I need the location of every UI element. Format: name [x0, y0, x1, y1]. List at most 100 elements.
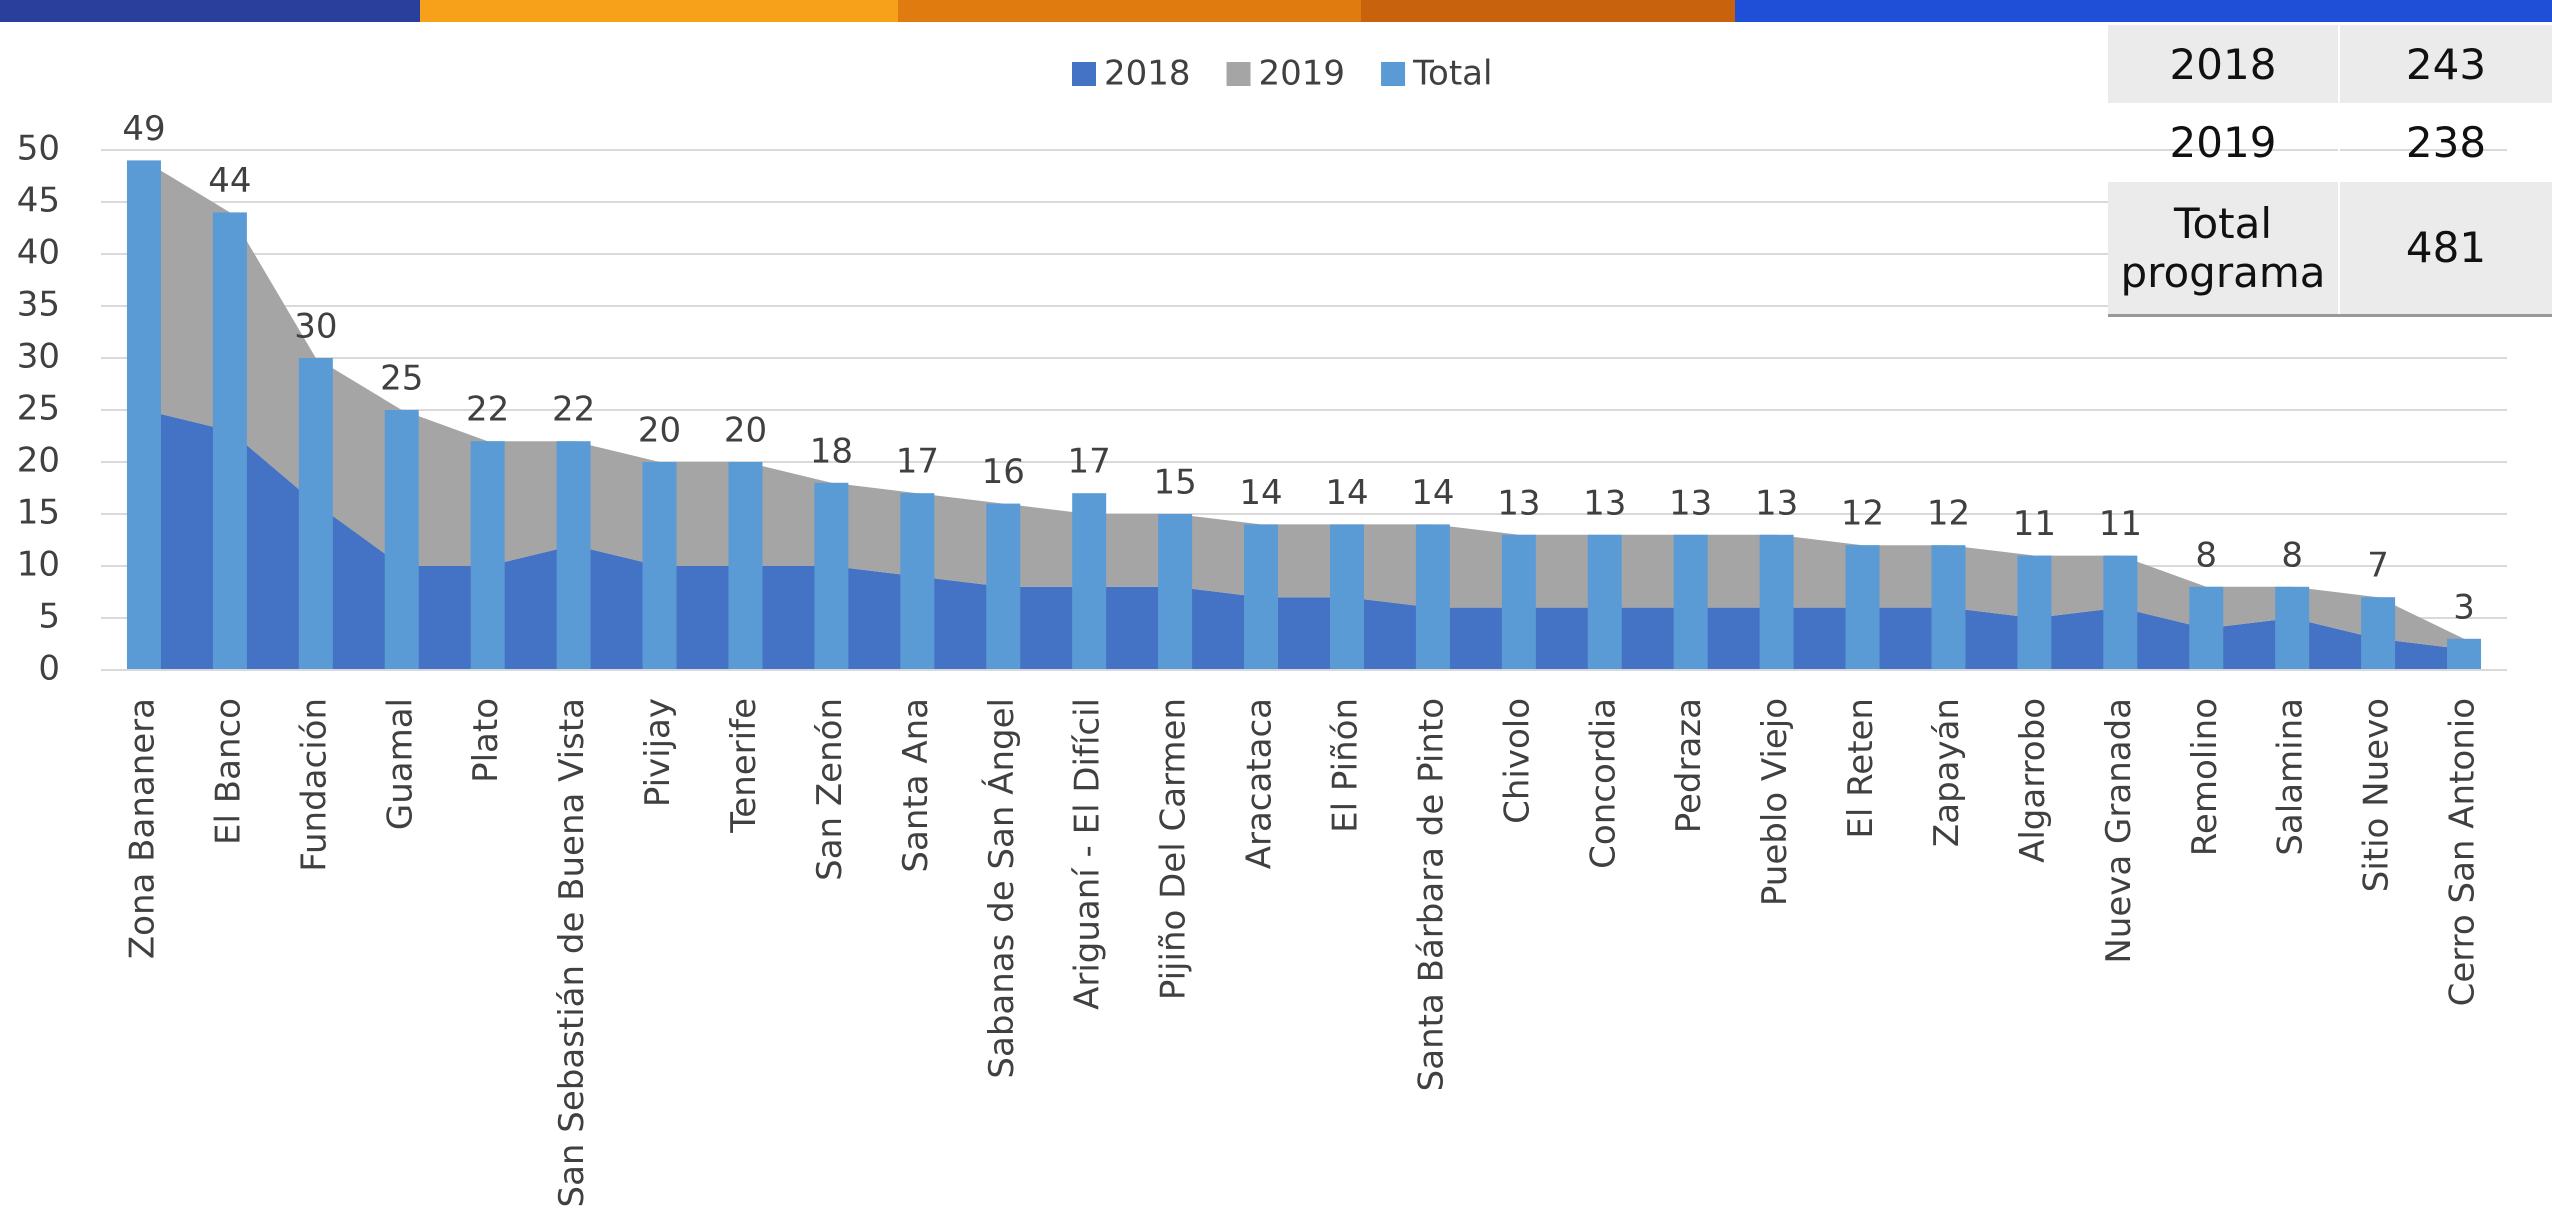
x-tick-label: Santa Bárbara de Pinto [1411, 698, 1451, 1091]
cell: 238 [2405, 118, 2487, 167]
y-tick-label: 35 [17, 285, 60, 325]
data-label: 14 [1325, 473, 1368, 513]
area [143, 160, 2465, 650]
bar [384, 410, 419, 670]
legend-swatch [1072, 62, 1096, 86]
data-label: 30 [294, 307, 337, 347]
bar [1501, 534, 1536, 670]
data-label: 11 [2099, 504, 2142, 544]
x-tick-label: Pueblo Viejo [1755, 698, 1795, 906]
bar [2189, 586, 2224, 670]
x-tick-label: Tenerife [724, 698, 764, 834]
data-label: 20 [638, 411, 681, 451]
stripe [1361, 0, 1735, 22]
bar [2447, 638, 2482, 670]
x-tick-label: Aracataca [1240, 698, 1280, 869]
bar [1158, 514, 1193, 670]
data-label: 20 [724, 411, 767, 451]
x-tick-label: Pivijay [638, 698, 678, 807]
cell: 2019 [2108, 103, 2340, 182]
data-label: 12 [1841, 494, 1884, 534]
legend-label: Total [1412, 54, 1492, 94]
y-tick-label: 25 [17, 389, 60, 429]
data-label: 25 [380, 359, 423, 399]
stripe [898, 0, 1361, 22]
x-tick-label: San Zenón [810, 698, 850, 881]
x-tick-label: Pijiño Del Carmen [1154, 698, 1194, 1000]
x-tick-label: Plato [466, 698, 506, 783]
y-tick-label: 15 [17, 493, 60, 533]
bar [470, 441, 505, 670]
data-label: 49 [122, 109, 165, 149]
x-tick-label: Remolino [2185, 698, 2225, 856]
x-tick-label: Fundación [294, 698, 334, 872]
data-label: 12 [1927, 494, 1970, 534]
x-tick-label: Nueva Granada [2099, 698, 2139, 964]
stripe [0, 0, 420, 22]
x-tick-label: Chivolo [1497, 698, 1537, 824]
data-label: 8 [2195, 535, 2217, 575]
x-tick-label: Zapayán [1927, 698, 1967, 847]
cell: 243 [2339, 25, 2552, 103]
data-label: 13 [1497, 483, 1540, 523]
legend-swatch [1226, 62, 1251, 86]
bar [212, 212, 247, 670]
data-label: 14 [1239, 473, 1282, 513]
data-label: 13 [1583, 483, 1626, 523]
bar [126, 160, 161, 670]
bar [1329, 524, 1364, 670]
bar [1072, 493, 1107, 670]
bar [900, 493, 935, 670]
x-tick-label: Sitio Nuevo [2357, 698, 2397, 892]
bar [1415, 524, 1450, 670]
x-tick-label: Ariguaní - El Difícil [1068, 698, 1108, 1010]
bar [298, 358, 333, 670]
bar [1244, 524, 1279, 670]
legend-label: 2019 [1259, 54, 1346, 94]
bar [1931, 545, 1966, 670]
x-tick-label: Algarrobo [2013, 698, 2053, 863]
bar [556, 441, 591, 670]
y-tick-label: 10 [17, 545, 60, 585]
x-tick-label: Guamal [380, 698, 420, 830]
data-label: 14 [1411, 473, 1454, 513]
legend-swatch [1381, 62, 1406, 86]
bar [1759, 534, 1794, 670]
data-label: 44 [208, 161, 251, 201]
bar [1845, 545, 1880, 670]
y-tick-label: 30 [17, 337, 60, 377]
y-tick-label: 45 [17, 181, 60, 221]
y-tick-label: 20 [17, 441, 60, 481]
data-label: 16 [982, 452, 1025, 492]
x-tick-label: San Sebastián de Buena Vista [552, 698, 592, 1208]
y-tick-label: 40 [17, 233, 60, 273]
data-label: 22 [552, 390, 595, 430]
x-tick-label: Cerro San Antonio [2443, 698, 2483, 1006]
data-label: 8 [2281, 535, 2303, 575]
y-tick-label: 50 [17, 129, 60, 169]
bar [2275, 586, 2310, 670]
bar [1587, 534, 1622, 670]
bar [2017, 555, 2052, 670]
data-label: 13 [1669, 483, 1712, 523]
x-tick-label: Concordia [1583, 698, 1623, 869]
cell: 2018 [2108, 25, 2340, 103]
stripe [1735, 0, 2552, 22]
summary-table: 2018 243 2019 238 Total programa 481 [2108, 25, 2552, 317]
stripe [420, 0, 898, 22]
x-tick-label: Sabanas de San Ángel [981, 698, 1022, 1079]
data-label: 13 [1755, 483, 1798, 523]
data-label: 15 [1153, 463, 1196, 503]
x-tick-label: Santa Ana [896, 698, 936, 873]
y-tick-label: 5 [38, 597, 60, 637]
bar [2103, 555, 2138, 670]
bar [1673, 534, 1708, 670]
bar [2361, 597, 2396, 670]
data-label: 17 [896, 442, 939, 482]
x-tick-label: Zona Bananera [122, 698, 162, 959]
cell: Total programa [2108, 182, 2340, 315]
area [143, 410, 2465, 670]
data-label: 3 [2453, 587, 2475, 627]
